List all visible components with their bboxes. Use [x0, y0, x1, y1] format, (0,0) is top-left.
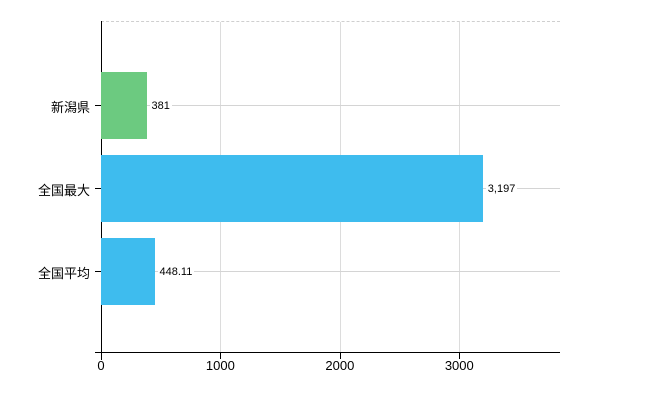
- category-label: 全国最大: [37, 183, 90, 198]
- plot-area: 381 3,197 448.11: [101, 21, 560, 353]
- row-guideline: [101, 105, 560, 106]
- x-tick: [459, 353, 461, 359]
- x-tick-label: 3000: [444, 358, 474, 373]
- x-tick: [339, 353, 341, 359]
- x-tick: [101, 353, 102, 359]
- y-tick: [95, 271, 101, 272]
- bar: [101, 238, 155, 305]
- value-label: 3,197: [485, 182, 518, 195]
- row-guideline: [101, 271, 560, 272]
- category-label: 全国平均: [37, 266, 90, 281]
- bar-row: 448.11: [101, 238, 560, 305]
- bar: [101, 72, 147, 139]
- bar-row: 3,197: [101, 155, 560, 222]
- y-tick: [95, 188, 101, 189]
- value-label: 448.11: [157, 265, 195, 278]
- y-tick: [95, 105, 101, 106]
- bar: [101, 155, 483, 222]
- category-label: 新潟県: [50, 100, 90, 115]
- x-axis-line: [95, 352, 560, 353]
- value-label: 381: [149, 99, 172, 112]
- x-tick-label: 1000: [205, 358, 235, 373]
- x-tick: [220, 353, 222, 359]
- x-tick-label: 2000: [325, 358, 355, 373]
- x-tick-label: 0: [97, 358, 105, 373]
- bar-row: 381: [101, 72, 560, 139]
